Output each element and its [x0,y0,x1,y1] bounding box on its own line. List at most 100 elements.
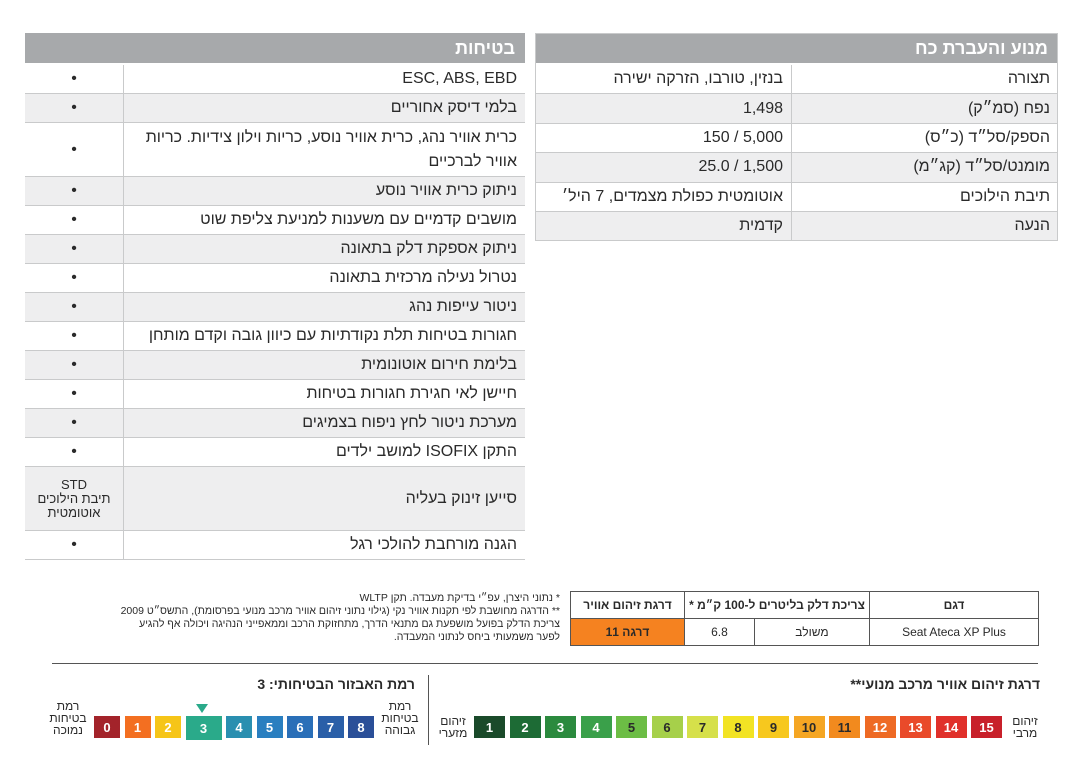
pollution-min-label: זיהום מזערי [438,714,468,740]
safety-mark: • [25,379,124,409]
safety-row: חגורות בטיחות תלת נקודתיות עם כיוון גובה… [25,321,525,351]
fuel-header: צריכת דלק בליטרים ל-100 ק״מ * [684,591,870,619]
safety-level-box: 8 [348,716,374,738]
safety-mark: • [25,176,124,206]
pollution-level-box: 1 [474,716,505,738]
safety-table: בטיחות ESC, ABS, EBD • בלמי דיסק אחוריים • כ… [25,33,525,560]
pollution-level-box: 6 [651,716,683,738]
safety-level-box: 1 [124,716,151,738]
safety-row: סייען זינוק בעליה STD תיבת הילוכים אוטומט… [25,466,525,531]
engine-row: מומנט/סל״ד (קג״מ) 1,500 / 25.0 [535,152,1058,183]
pollution-level-box: 11 [829,716,860,738]
safety-feature: הגנה מורחבת להולכי רגל [123,530,525,560]
engine-row-label: הנעה [791,211,1058,242]
safety-mark: • [25,292,124,322]
safety-row: בלימת חירום אוטונומית • [25,350,525,380]
safety-feature: ניתוק כרית אוויר נוסע [123,176,525,206]
vertical-divider [428,675,429,745]
safety-row: הגנה מורחבת להולכי רגל • [25,530,525,560]
safety-mark: • [25,263,124,293]
safety-feature: מושבים קדמיים עם משענות למניעת צליפת שוט [123,205,525,235]
safety-mark: • [25,321,124,351]
engine-row: הנעה קדמית [535,211,1058,242]
safety-level-marker [196,704,208,713]
pollution-grade: דרגה 11 [570,618,685,646]
engine-row: תיבת הילוכים אוטומטית כפולת מצמדים, 7 היל… [535,182,1058,212]
safety-feature: מערכת ניטור לחץ ניפוח בצמיגים [123,408,525,438]
safety-row: מושבים קדמיים עם משענות למניעת צליפת שוט… [25,205,525,235]
safety-mark: • [25,122,124,177]
safety-feature: בלמי דיסק אחוריים [123,93,525,123]
engine-row-value: 1,500 / 25.0 [535,152,792,183]
engine-row: נפח (סמ״ק) 1,498 [535,93,1058,124]
engine-row-label: תיבת הילוכים [791,182,1058,212]
pollution-level-box: 15 [971,716,1002,738]
safety-level-box: 7 [317,716,344,738]
safety-mark: • [25,408,124,438]
safety-mark: • [25,350,124,380]
pollution-max-label: זיהום מרבי [1012,714,1038,740]
pollution-scale-title: דרגת זיהום אוויר מרכב מנועי** [850,676,1040,692]
safety-row: נטרול נעילה מרכזית בתאונה • [25,263,525,293]
engine-row-label: מומנט/סל״ד (קג״מ) [791,152,1058,183]
footnotes: * נתוני היצרן, עפ״י בדיקת מעבדה. תקן WLT… [50,592,560,644]
footnote: ** הדרגה מחושבת לפי תקנות אוויר נקי (גיל… [120,605,560,617]
pollution-level-box: 12 [864,716,896,738]
pollution-scale: 1 2 3 4 5 6 7 8 9 10 11 12 13 14 15 [474,716,1007,738]
engine-row-label: תצורה [791,64,1058,95]
pollution-level-box: 13 [900,716,931,738]
pollution-level-box: 10 [793,716,825,738]
safety-level-box: 2 [155,716,181,738]
safety-row: מערכת ניטור לחץ ניפוח בצמיגים • [25,408,525,438]
safety-feature: נטרול נעילה מרכזית בתאונה [123,263,525,293]
engine-row-value: בנזין, טורבו, הזרקה ישירה [535,64,792,95]
safety-low-label: רמת בטיחות נמוכה [49,699,87,737]
safety-row: ניטור עייפות נהג • [25,292,525,322]
safety-feature: בלימת חירום אוטונומית [123,350,525,380]
footnote: צריכת הדלק בפועל מושפעת גם מתנאי הדרך, מ… [139,618,560,630]
section-divider [52,663,1038,664]
fuel-mode: משולב [753,618,871,646]
safety-feature: סייען זינוק בעליה [123,466,525,531]
engine-row-label: נפח (סמ״ק) [791,93,1058,124]
pollution-level-box: 5 [616,716,647,738]
engine-title: מנוע והעברת כח [535,33,1058,65]
safety-feature: ESC, ABS, EBD [123,64,525,94]
footnote: לפער משמעותי ביחס לנתוני המעבדה. [393,631,560,643]
safety-row: התקן ISOFIX למושב ילדים • [25,437,525,467]
fuel-value: 6.8 [684,618,755,646]
engine-row: תצורה בנזין, טורבו, הזרקה ישירה [535,64,1058,95]
pollution-header: דרגת זיהום אוויר [570,591,685,619]
safety-mark: • [25,234,124,264]
safety-feature: ניתוק אספקת דלק בתאונה [123,234,525,264]
model-header: דגם [869,591,1039,619]
footnote: * נתוני היצרן, עפ״י בדיקת מעבדה. תקן WLT… [359,592,560,604]
safety-mark: • [25,205,124,235]
safety-feature: ניטור עייפות נהג [123,292,525,322]
engine-row-value: קדמית [535,211,792,242]
pollution-level-box: 14 [935,716,967,738]
safety-level-box: 5 [256,716,283,738]
pollution-level-box: 3 [545,716,576,738]
safety-level-box: 4 [226,716,252,738]
safety-mark: • [25,437,124,467]
model-value: Seat Ateca XP Plus [869,618,1039,646]
safety-title: בטיחות [25,33,525,65]
safety-row: חיישן לאי חגירת חגורות בטיחות • [25,379,525,409]
safety-row: ניתוק אספקת דלק בתאונה • [25,234,525,264]
safety-row: ניתוק כרית אוויר נוסע • [25,176,525,206]
safety-level-box: 0 [94,716,120,738]
safety-level-box: 3 [185,716,222,740]
safety-mark: STD תיבת הילוכים אוטומטית [25,466,124,531]
engine-table: מנוע והעברת כח תצורה בנזין, טורבו, הזרקה … [535,33,1058,242]
consumption-table: דגם צריכת דלק בליטרים ל-100 ק״מ * דרגת ז… [570,591,1039,646]
safety-mark: • [25,530,124,560]
engine-row-value: 5,000 / 150 [535,123,792,154]
safety-feature: כרית אוויר נהג, כרית אוויר נוסע, כריות ו… [123,122,525,177]
safety-row: ESC, ABS, EBD • [25,64,525,94]
safety-mark: • [25,93,124,123]
safety-row: בלמי דיסק אחוריים • [25,93,525,123]
safety-row: כרית אוויר נהג, כרית אוויר נוסע, כריות ו… [25,122,525,177]
pollution-level-box: 4 [580,716,612,738]
